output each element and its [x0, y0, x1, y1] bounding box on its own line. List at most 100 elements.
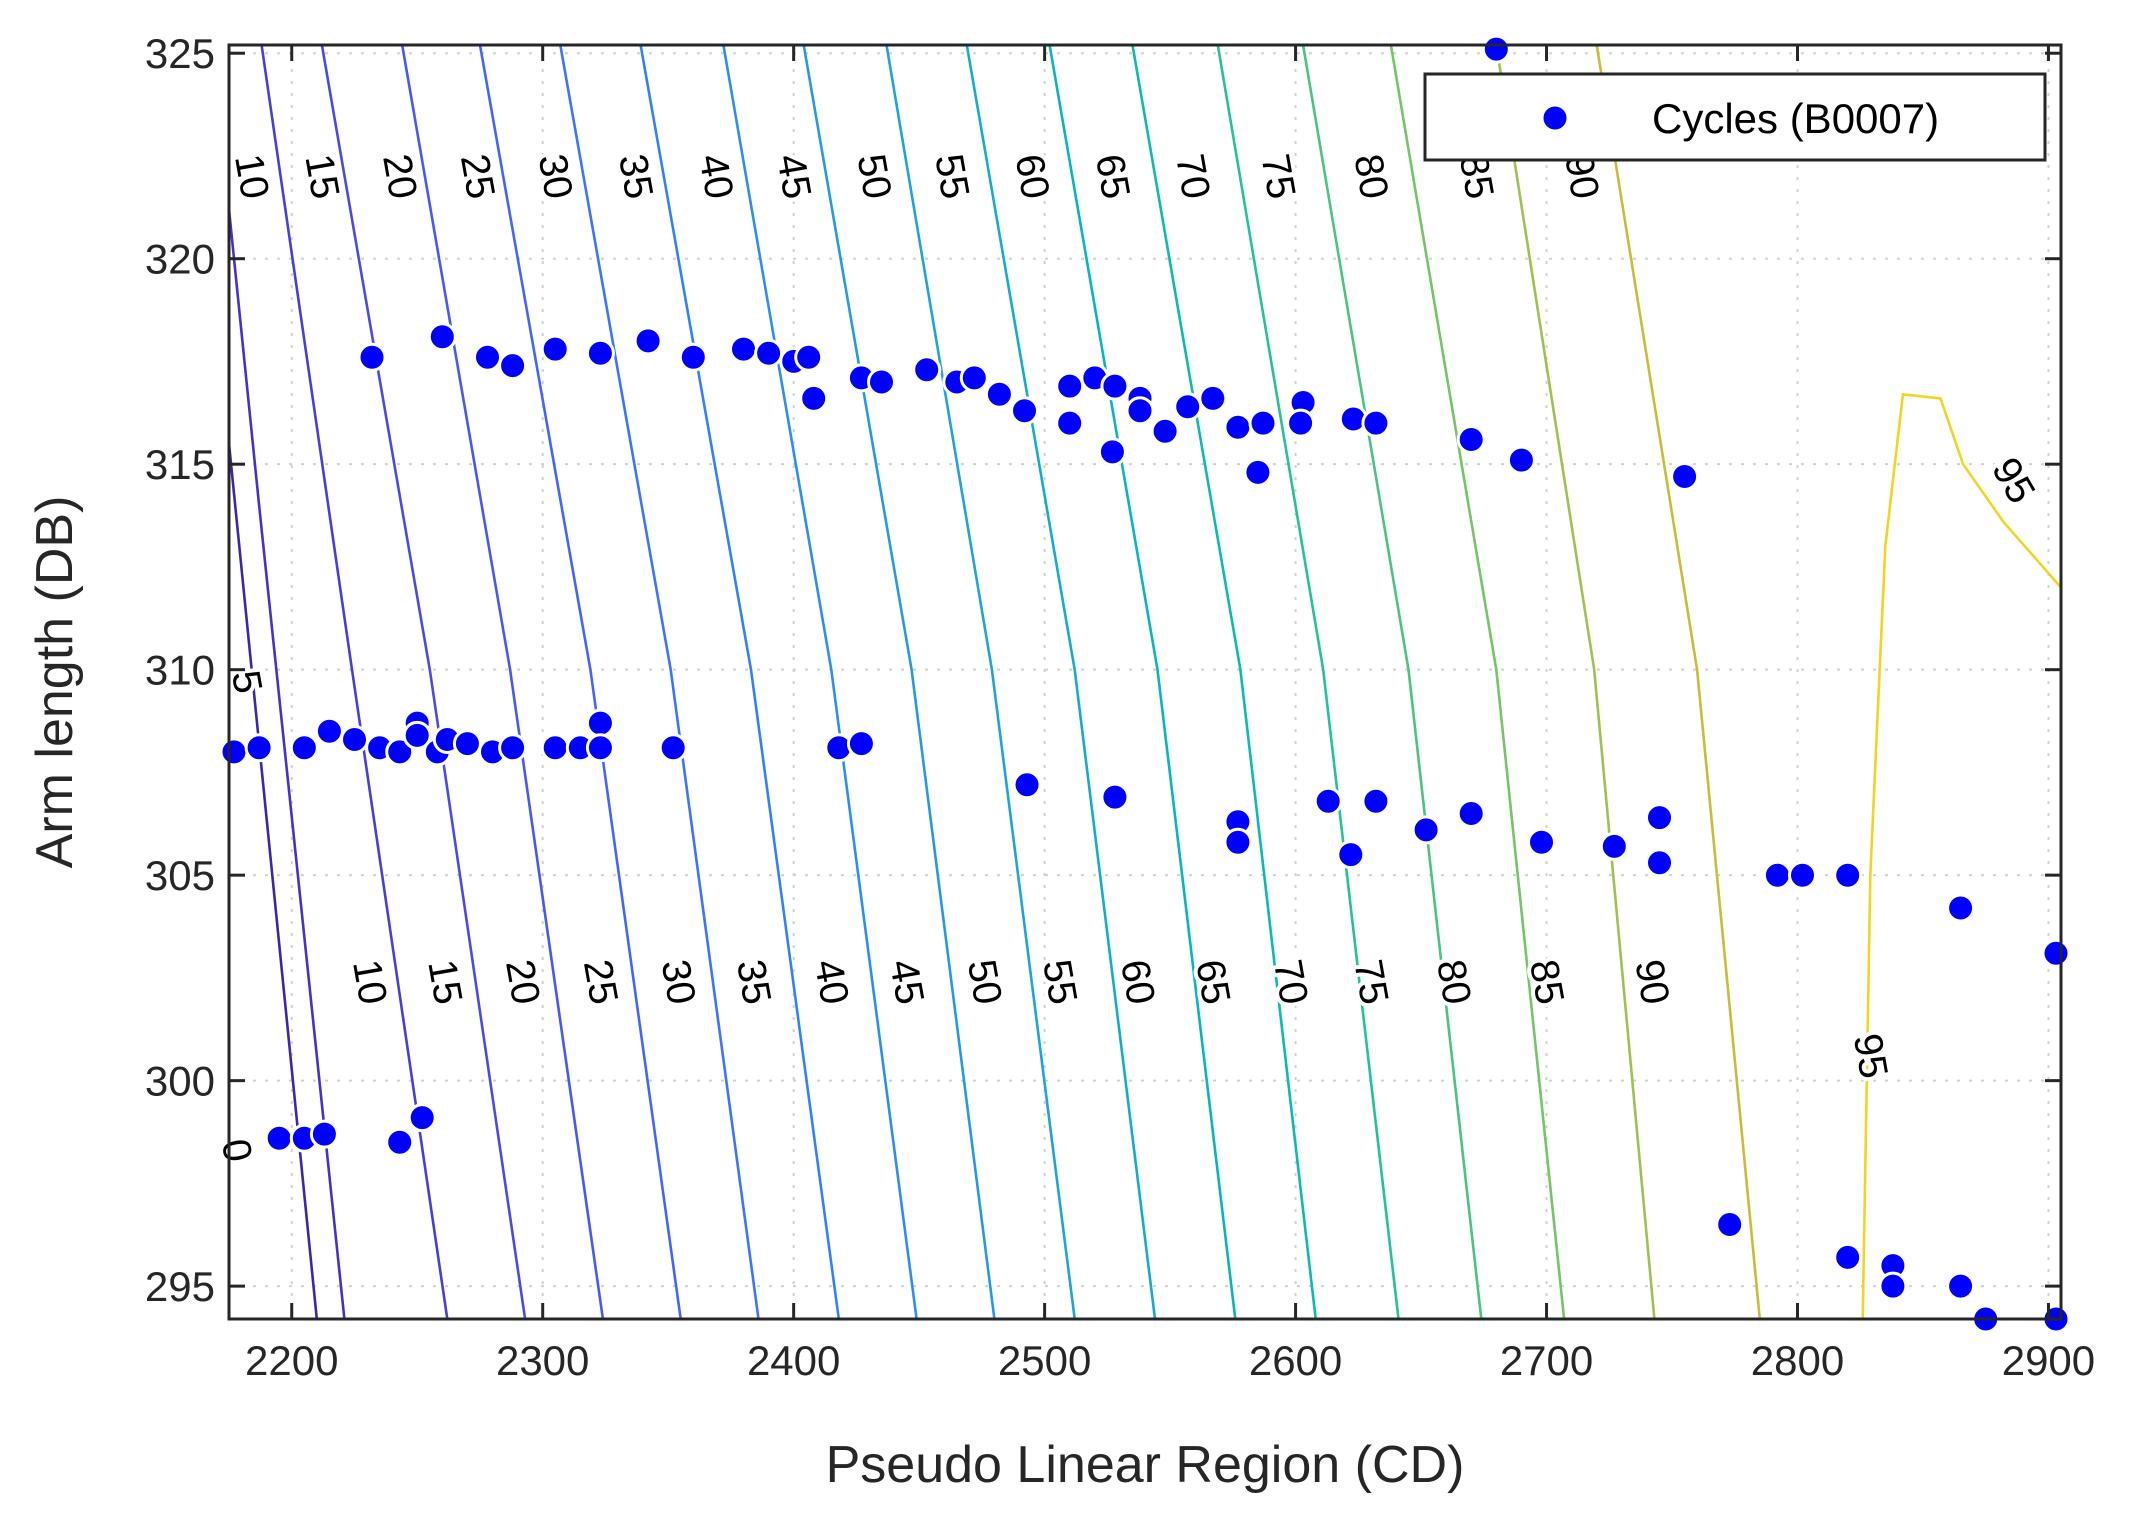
contour-label: 35	[610, 151, 661, 202]
contour-label: 10	[344, 956, 395, 1007]
contour-line-50	[885, 44, 1076, 1320]
data-point	[1125, 396, 1155, 426]
contour-lines	[227, 44, 2062, 1320]
plot-area	[229, 45, 2061, 1319]
data-point	[799, 383, 829, 413]
y-tick-label: 315	[145, 441, 215, 488]
data-point	[1411, 815, 1441, 845]
data-point	[540, 334, 570, 364]
contour-line-70	[1216, 44, 1400, 1320]
data-point	[846, 729, 876, 759]
x-tick-label: 2800	[1751, 1337, 1844, 1384]
contour-label: 20	[497, 956, 548, 1007]
data-point	[1055, 408, 1085, 438]
contour-label: 85	[1521, 956, 1572, 1007]
data-point	[1223, 412, 1253, 442]
data-point	[1173, 392, 1203, 422]
data-point	[219, 737, 249, 767]
data-point	[540, 733, 570, 763]
data-point	[1010, 396, 1039, 426]
contour-label: 25	[452, 151, 503, 202]
contour-label: 75	[1345, 956, 1396, 1007]
data-point	[1150, 416, 1180, 446]
contour-line-15	[320, 44, 527, 1320]
data-point	[1670, 462, 1700, 491]
contour-line-45	[802, 44, 996, 1320]
y-tick-label: 300	[145, 1058, 215, 1105]
contour-line-10	[260, 44, 449, 1320]
data-point	[1097, 437, 1127, 467]
data-point	[1100, 782, 1130, 812]
data-point	[585, 338, 615, 368]
data-point	[678, 342, 708, 372]
contour-line-85	[1495, 44, 1656, 1320]
data-point	[1599, 831, 1629, 861]
data-point	[1878, 1271, 1908, 1301]
data-point	[407, 1103, 437, 1133]
contour-label: 95	[1845, 1030, 1896, 1081]
contour-label: 35	[728, 956, 779, 1007]
data-point	[402, 720, 432, 750]
data-point	[1198, 383, 1228, 413]
data-point	[1946, 893, 1976, 923]
contour-line-90	[1595, 44, 1762, 1320]
contour-line-80	[1389, 44, 1566, 1320]
x-tick-label: 2500	[998, 1337, 1091, 1384]
contour-label: 50	[959, 956, 1010, 1007]
data-point	[314, 716, 344, 746]
data-point	[1100, 371, 1130, 401]
contour-line-55	[965, 44, 1157, 1320]
legend: Cycles (B0007)	[1423, 72, 2047, 162]
data-point	[1286, 408, 1316, 438]
data-point	[340, 725, 369, 754]
axes	[227, 43, 2063, 1321]
data-point	[959, 363, 989, 393]
contour-label: 60	[1112, 956, 1163, 1007]
contour-label: 45	[881, 956, 932, 1007]
data-point	[1645, 848, 1674, 878]
data-point	[2041, 938, 2071, 968]
x-tick-label: 2900	[2002, 1337, 2095, 1384]
data-point	[452, 729, 482, 759]
y-axis-title: Arm length (DB)	[26, 496, 84, 869]
y-tick-label: 295	[145, 1263, 215, 1310]
legend-entry-cycles: Cycles (B0007)	[1652, 95, 1939, 142]
data-point	[1946, 1271, 1976, 1301]
contour-label: 90	[1626, 956, 1677, 1007]
contour-line-40	[722, 44, 918, 1320]
scatter-points	[219, 34, 2071, 1334]
contour-label: 25	[575, 956, 626, 1007]
contour-label: 50	[848, 151, 899, 202]
data-point	[309, 1119, 339, 1149]
contour-label: 30	[530, 151, 581, 202]
data-point	[1456, 425, 1486, 454]
data-point	[1012, 770, 1042, 800]
contour-label: 55	[926, 151, 977, 202]
contour-line-35	[639, 44, 841, 1320]
y-tick-label: 320	[145, 236, 215, 283]
axes-box	[227, 43, 2063, 1321]
contour-label: 75	[1252, 151, 1303, 202]
data-point	[1361, 786, 1391, 816]
data-point	[498, 351, 528, 381]
contour-label: 70	[1265, 956, 1316, 1007]
data-point	[1481, 34, 1511, 64]
data-point	[658, 733, 688, 763]
data-point	[473, 342, 502, 372]
data-point	[794, 342, 824, 372]
contour-line-65	[1131, 44, 1317, 1320]
data-point	[1645, 803, 1674, 833]
contour-label: 80	[1345, 151, 1396, 202]
contour-label: 40	[690, 151, 741, 202]
data-point	[754, 338, 784, 368]
data-point	[1833, 860, 1863, 890]
data-point	[498, 733, 528, 763]
contour-label: 10	[226, 151, 277, 202]
contour-label: 70	[1167, 151, 1218, 202]
contour-label: 15	[419, 956, 470, 1007]
contour-line-75	[1301, 44, 1483, 1320]
data-point	[385, 737, 415, 767]
data-point	[1762, 860, 1792, 890]
data-point	[427, 322, 457, 352]
